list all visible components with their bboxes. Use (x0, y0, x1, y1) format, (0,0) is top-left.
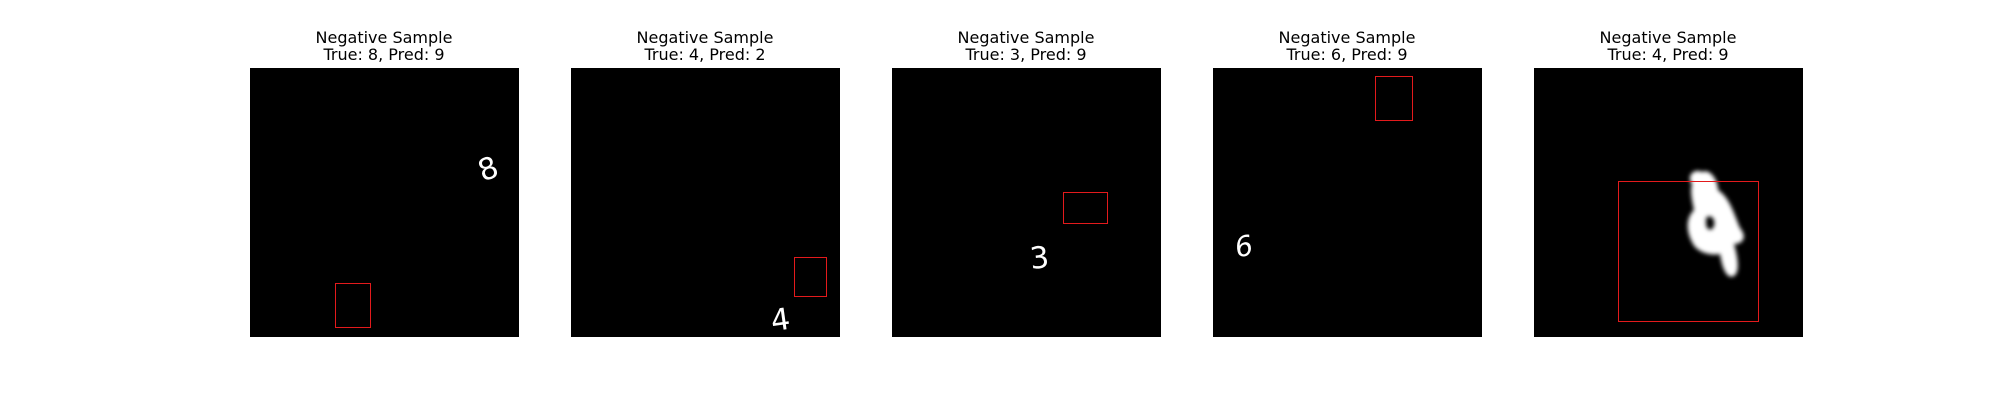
panel-title-line: Negative Sample (315, 28, 453, 47)
panel-subtitle-line: True: 3, Pred: 9 (965, 45, 1087, 64)
panel-title: Negative Sample True: 4, Pred: 9 (1508, 29, 1828, 63)
handwritten-digit: 8 (473, 149, 504, 190)
panel-subtitle-line: True: 6, Pred: 9 (1286, 45, 1408, 64)
panel-title: Negative Sample True: 4, Pred: 2 (545, 29, 865, 63)
panel-subtitle-line: True: 4, Pred: 9 (1607, 45, 1729, 64)
sample-image (1534, 68, 1803, 337)
panel-title: Negative Sample True: 8, Pred: 9 (224, 29, 544, 63)
panel-title: Negative Sample True: 3, Pred: 9 (866, 29, 1186, 63)
panel-title-line: Negative Sample (957, 28, 1095, 47)
handwritten-digit: 6 (1231, 228, 1256, 265)
panel-title-line: Negative Sample (1278, 28, 1416, 47)
panel-title: Negative Sample True: 6, Pred: 9 (1187, 29, 1507, 63)
predicted-bounding-box (335, 283, 371, 328)
predicted-bounding-box (794, 257, 827, 297)
sample-image: 4 (571, 68, 840, 337)
handwritten-digit: 4 (768, 301, 793, 337)
predicted-bounding-box (1063, 192, 1108, 224)
panel-title-line: Negative Sample (1599, 28, 1737, 47)
panel-title-line: Negative Sample (636, 28, 774, 47)
sample-image: 6 (1213, 68, 1482, 337)
handwritten-digit: 3 (1028, 240, 1051, 277)
panel-subtitle-line: True: 4, Pred: 2 (644, 45, 766, 64)
predicted-bounding-box (1618, 181, 1759, 322)
sample-image: 3 (892, 68, 1161, 337)
panel-subtitle-line: True: 8, Pred: 9 (323, 45, 445, 64)
enlarged-digit-blob (1687, 170, 1744, 277)
predicted-bounding-box (1375, 76, 1413, 121)
sample-image: 8 (250, 68, 519, 337)
